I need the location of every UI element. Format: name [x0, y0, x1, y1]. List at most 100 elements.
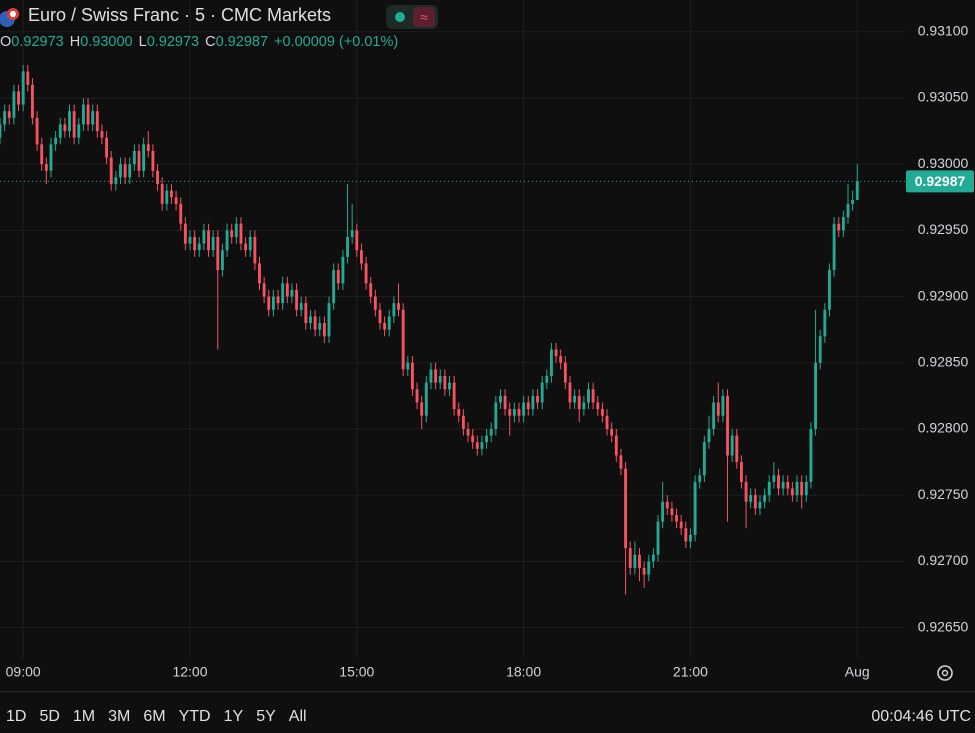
candle-body	[383, 323, 387, 330]
y-tick-label: 0.93000	[918, 155, 969, 171]
candle-body	[614, 435, 618, 456]
candle-body	[818, 336, 822, 363]
candle-body	[360, 250, 363, 264]
candle-body	[295, 289, 299, 310]
range-button[interactable]: All	[288, 708, 307, 725]
candle-body	[304, 303, 308, 324]
candle-body	[151, 150, 155, 171]
candle-body	[170, 190, 173, 198]
candle-body	[258, 263, 261, 284]
candle-body	[0, 124, 2, 138]
candle-body	[758, 501, 762, 509]
status-pill[interactable]: ≈	[386, 5, 438, 29]
y-tick-label: 0.93100	[918, 22, 969, 38]
range-button[interactable]: 1M	[72, 708, 96, 725]
candle-body	[336, 270, 340, 284]
candle-body	[26, 71, 30, 85]
candle-body	[63, 124, 67, 132]
candle-body	[841, 217, 845, 231]
candle-body	[160, 184, 164, 204]
ohlc-change: +0.00009 (+0.01%)	[274, 34, 399, 50]
candle-body	[624, 468, 628, 549]
candle-body	[489, 428, 493, 436]
candle-body	[508, 409, 512, 416]
candle-body	[466, 428, 470, 436]
candle-body	[207, 230, 210, 251]
candle-body	[142, 144, 146, 171]
ohlc-value: 0.93000	[80, 34, 133, 50]
range-button[interactable]: 5Y	[256, 708, 276, 725]
x-tick-label: Aug	[845, 664, 870, 680]
candle-body	[596, 402, 600, 410]
candle-body	[327, 303, 331, 337]
range-button[interactable]: YTD	[178, 708, 211, 725]
candle-body	[128, 164, 132, 178]
candle-body	[749, 495, 753, 502]
range-button[interactable]: 1D	[6, 708, 27, 725]
bottom-toolbar: 1D 5D 1M 3M 6M YTD 1Y 5Y All 00:04:46 UTC	[0, 691, 975, 733]
candle-body	[452, 382, 456, 410]
candle-body	[31, 84, 34, 118]
last-price-label: 0.92987	[915, 173, 966, 189]
candle-body	[410, 362, 414, 390]
candle-body	[563, 362, 567, 383]
candle-body	[392, 303, 396, 317]
candle-body	[183, 223, 187, 244]
candle-body	[77, 124, 81, 138]
range-button[interactable]: 5D	[39, 708, 60, 725]
ohlc-legend: O0.92973 H0.93000 L0.92973 C0.92987 +0.00009…	[0, 34, 404, 50]
y-tick-label: 0.93050	[918, 89, 969, 105]
candle-body	[44, 164, 48, 171]
settings-icon[interactable]	[937, 665, 953, 681]
clock: 00:04:46 UTC	[871, 708, 971, 725]
candle-body	[679, 521, 683, 529]
range-button[interactable]: 3M	[108, 708, 131, 725]
range-button[interactable]: 6M	[143, 708, 166, 725]
candle-body	[600, 409, 604, 416]
candle-body	[531, 395, 535, 410]
range-button[interactable]: 1Y	[223, 708, 244, 725]
candle-body	[638, 554, 641, 568]
candle-body	[193, 236, 197, 251]
candle-body	[248, 236, 252, 251]
candle-body	[823, 309, 827, 337]
y-tick-label: 0.92800	[918, 420, 969, 436]
candle-body	[179, 203, 183, 224]
candle-body	[503, 395, 507, 410]
candle-body	[767, 481, 771, 496]
y-tick-label: 0.92850	[918, 353, 969, 369]
candle-body	[313, 316, 317, 330]
y-tick-label: 0.92900	[918, 287, 969, 303]
candles	[0, 64, 859, 595]
candle-body	[471, 435, 475, 443]
candle-body	[21, 71, 25, 105]
candle-body	[777, 475, 780, 489]
candle-body	[721, 395, 725, 416]
candle-body	[647, 561, 651, 575]
candle-body	[675, 515, 678, 522]
candle-body	[244, 243, 248, 251]
status-dot	[395, 12, 405, 22]
candle-body	[369, 283, 373, 297]
candle-body	[619, 455, 623, 469]
y-tick-label: 0.92650	[918, 618, 969, 634]
candle-body	[814, 362, 818, 429]
candle-body	[480, 442, 484, 449]
candle-body	[281, 283, 285, 304]
candle-body	[549, 349, 553, 376]
y-tick-label: 0.92700	[918, 552, 969, 568]
candle-body	[494, 402, 498, 429]
candle-body	[285, 283, 289, 297]
candle-body	[40, 144, 44, 165]
candle-body	[156, 170, 159, 185]
candle-body	[86, 104, 90, 125]
candle-body	[499, 395, 502, 403]
candle-body	[786, 481, 790, 489]
candle-body	[739, 462, 743, 482]
candle-body	[526, 402, 530, 410]
candle-body	[350, 230, 354, 237]
candle-body	[846, 203, 850, 218]
candle-body	[461, 415, 465, 429]
candle-body	[332, 270, 336, 304]
